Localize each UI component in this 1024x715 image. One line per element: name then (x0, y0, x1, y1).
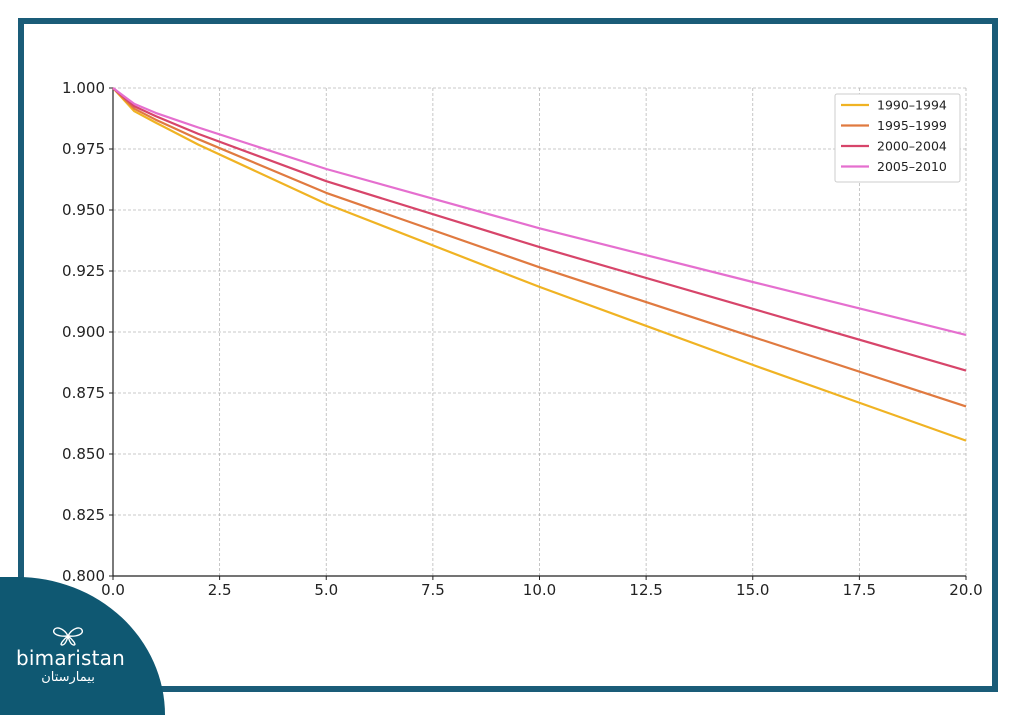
x-tick-label: 12.5 (629, 581, 662, 599)
x-tick-label: 0.0 (101, 581, 125, 599)
brand-arabic-name: بيمارستان (41, 670, 95, 685)
y-tick-label: 0.850 (62, 445, 105, 463)
series-line-2 (112, 87, 967, 372)
y-tick-label: 0.825 (62, 506, 105, 524)
series-line-1 (112, 87, 967, 408)
legend-label: 1990–1994 (877, 98, 947, 113)
x-tick-label: 2.5 (208, 581, 232, 599)
series-line-3 (112, 87, 967, 336)
y-tick-label: 1.000 (62, 79, 105, 97)
series-line-0 (112, 87, 967, 442)
y-tick-label: 0.875 (62, 384, 105, 402)
butterfly-icon (52, 627, 84, 646)
legend-label: 2000–2004 (877, 139, 947, 154)
x-tick-label: 5.0 (314, 581, 338, 599)
bimaristan-logo: bimaristan بيمارستان (16, 625, 125, 686)
x-tick-label: 7.5 (421, 581, 445, 599)
legend-label: 1995–1999 (877, 118, 947, 133)
x-tick-label: 17.5 (843, 581, 876, 599)
x-tick-label: 20.0 (949, 581, 982, 599)
y-tick-label: 0.975 (62, 140, 105, 158)
series-lines (112, 87, 967, 442)
legend-box (834, 93, 961, 183)
brand-name: bimaristan (16, 646, 125, 670)
x-tick-label: 15.0 (736, 581, 769, 599)
tick-labels: 0.0 2.5 5.0 7.5 10.0 12.5 15.0 17.5 20.0 0.800 0.8… (62, 79, 983, 599)
y-tick-label: 0.925 (62, 262, 105, 280)
legend: 1990–1994 1995–1999 2000–2004 2005–2010 (834, 93, 961, 183)
y-tick-label: 0.950 (62, 201, 105, 219)
legend-label: 2005–2010 (877, 159, 947, 174)
y-tick-label: 0.900 (62, 323, 105, 341)
x-tick-label: 10.0 (523, 581, 556, 599)
axes (109, 87, 967, 580)
y-tick-label: 0.800 (62, 567, 105, 585)
